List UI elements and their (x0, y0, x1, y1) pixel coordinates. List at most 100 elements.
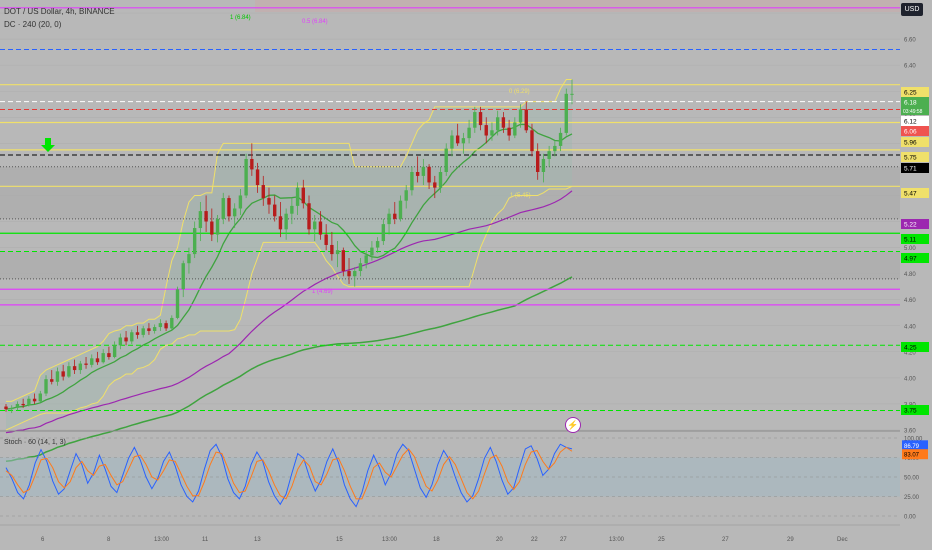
candle-body (278, 216, 283, 230)
price-tag (901, 342, 929, 352)
candle-body (164, 323, 168, 329)
candle-body (44, 379, 48, 394)
candle-body (461, 138, 466, 144)
donchian-upper (6, 78, 572, 402)
x-tick-label: 8 (107, 537, 111, 543)
candle-body (221, 198, 225, 219)
price-tag (901, 137, 929, 147)
price-tag (901, 188, 929, 198)
candle-body (301, 187, 305, 204)
candle-body (21, 403, 25, 406)
x-tick-label: 22 (531, 537, 538, 543)
y-tick-label: 4.00 (904, 376, 916, 382)
fib-label: 1 (4.69) (312, 289, 333, 295)
candle-body (250, 158, 254, 170)
stoch-value-tag (902, 449, 928, 460)
y-tick-label: 4.60 (904, 298, 916, 304)
candle-body (530, 130, 534, 152)
candle-body (135, 332, 140, 335)
stoch-y-tick: 25.00 (904, 495, 920, 501)
candle-body (404, 190, 408, 201)
candle-body (261, 185, 265, 199)
price-tag-label: 5.71 (904, 166, 917, 173)
candle-body (50, 379, 54, 382)
candle-body (490, 130, 494, 136)
candle-body (478, 112, 483, 126)
price-tag (901, 163, 929, 173)
candle-body (238, 195, 243, 209)
candle-body (433, 182, 437, 188)
candle-body (410, 172, 414, 191)
x-tick-label: 25 (658, 537, 665, 543)
candle-body (307, 203, 311, 230)
price-tag-label: 5.47 (904, 191, 917, 198)
candle-body (290, 205, 294, 214)
candle-body (192, 228, 197, 255)
candle-body (513, 122, 517, 136)
candle-body (473, 112, 477, 128)
currency-button[interactable]: USD (901, 3, 923, 16)
candle-body (78, 363, 83, 371)
stoch-title: Stoch · 60 (14, 1, 3) (4, 439, 66, 446)
candle-body (273, 204, 277, 217)
candle-body (181, 263, 185, 290)
candle-body (398, 200, 403, 219)
candle-body (438, 172, 443, 188)
candle-body (495, 117, 500, 131)
candle-body (187, 254, 191, 264)
candle-body (170, 317, 174, 329)
price-tag (901, 152, 929, 162)
candle-body (32, 398, 37, 402)
candle-body (210, 221, 214, 235)
candle-body (387, 213, 391, 225)
symbol-title: DOT / US Dollar, 4h, BINANCE (4, 7, 115, 16)
candle-body (147, 328, 151, 331)
candle-body (204, 211, 208, 222)
candle-body (55, 371, 60, 382)
price-tag-label: 5.75 (904, 155, 917, 162)
candle-body (198, 211, 203, 229)
stoch-value-tag (902, 440, 928, 451)
donchian-lower (5, 185, 573, 431)
x-tick-label: 18 (433, 537, 440, 543)
candle-body (535, 151, 540, 172)
candle-body (370, 247, 374, 256)
fib-label: 0 (6.29) (509, 89, 530, 95)
down-arrow-icon (41, 138, 55, 152)
candle-body (267, 198, 271, 205)
fib-label: 0.5 (6.84) (302, 19, 328, 25)
y-tick-label: 6.60 (904, 38, 916, 44)
candle-body (541, 158, 546, 172)
candle-body (255, 169, 260, 186)
candle-body (375, 241, 380, 248)
candle-body (347, 271, 351, 277)
y-tick-label: 4.80 (904, 272, 916, 278)
candle-body (467, 127, 471, 139)
price-tag-label: 4.25 (904, 345, 917, 352)
candle-body (427, 166, 431, 183)
y-tick-label: 4.40 (904, 324, 916, 330)
price-tag (901, 405, 929, 415)
stoch-y-tick: 50.00 (904, 476, 920, 482)
lightning-icon[interactable]: ⚡ (565, 417, 581, 433)
candle-body (313, 221, 317, 230)
candle-body (507, 127, 511, 136)
candle-body (450, 135, 454, 149)
candle-body (455, 135, 460, 144)
candle-body (10, 407, 14, 410)
x-tick-label: 13:00 (154, 537, 170, 543)
candle-body (547, 151, 551, 159)
candle-body (415, 172, 420, 176)
candle-body (393, 213, 397, 219)
candle-body (524, 109, 528, 131)
candle-body (67, 366, 71, 377)
stoch-y-tick: 100.00 (904, 437, 923, 443)
candle-body (564, 93, 568, 133)
candle-body (84, 363, 88, 365)
y-tick-label: 3.60 (904, 429, 916, 435)
candle-body (27, 398, 31, 406)
price-tag (901, 87, 929, 97)
candle-body (15, 403, 20, 408)
x-tick-label: 13:00 (609, 537, 625, 543)
